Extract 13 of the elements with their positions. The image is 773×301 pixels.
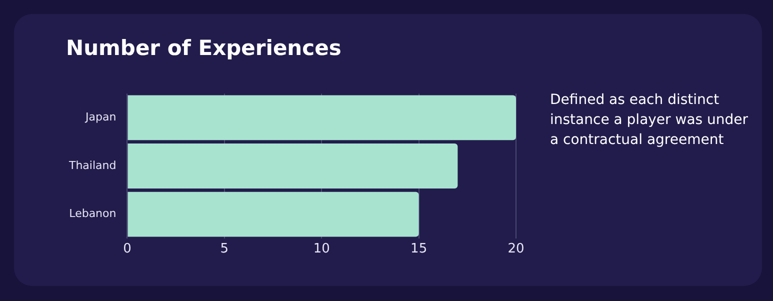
bar bbox=[128, 192, 419, 237]
y-tick-label: Lebanon bbox=[69, 207, 116, 220]
text: Defined as each distinct instance a player was under a contractual agreement bbox=[550, 91, 750, 150]
x-tick-label: 10 bbox=[313, 242, 330, 257]
y-tick-label: Thailand bbox=[68, 158, 116, 172]
chart-title: Number of Experiences bbox=[66, 36, 342, 60]
y-tick-label: Japan bbox=[84, 110, 116, 124]
x-tick-label: 15 bbox=[410, 242, 428, 257]
bar bbox=[128, 144, 458, 188]
x-tick-label: 20 bbox=[508, 242, 524, 257]
bar bbox=[128, 95, 516, 140]
x-tick-label: 5 bbox=[220, 242, 229, 257]
x-tick-label: 0 bbox=[123, 242, 132, 257]
